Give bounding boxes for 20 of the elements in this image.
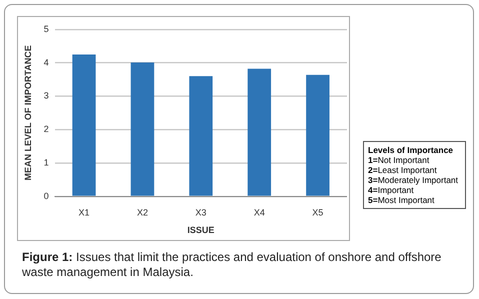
caption: Figure 1: Issues that limit the practices and evaluation of onshore and offshore waste management in Malaysia.: [22, 250, 442, 279]
y-tick-label: 5: [44, 24, 49, 34]
x-tick-label: X1: [78, 207, 90, 218]
y-tick-label: 3: [44, 90, 49, 101]
x-axis-title: ISSUE: [187, 225, 214, 236]
y-tick-label: 4: [44, 57, 49, 68]
y-tick-label: 0: [44, 190, 49, 201]
text: Levels of Importance: [368, 145, 454, 155]
y-tick-label: 1: [44, 157, 49, 168]
y-axis-title: MEAN LEVEL OF IMPORTANCE: [22, 45, 33, 180]
x-tick-label: X5: [312, 207, 324, 218]
text: 3=Moderately Important: [368, 175, 458, 185]
text: 2=Least Important: [368, 165, 437, 175]
y-tick-label: 2: [44, 124, 49, 134]
x-tick-label: X3: [195, 207, 206, 218]
text: 1=Not Important: [368, 155, 430, 165]
text: 5=Most Important: [368, 195, 434, 205]
x-tick-label: X2: [136, 207, 148, 218]
x-tick-label: X4: [254, 207, 265, 218]
text: 4=Important: [368, 185, 414, 195]
